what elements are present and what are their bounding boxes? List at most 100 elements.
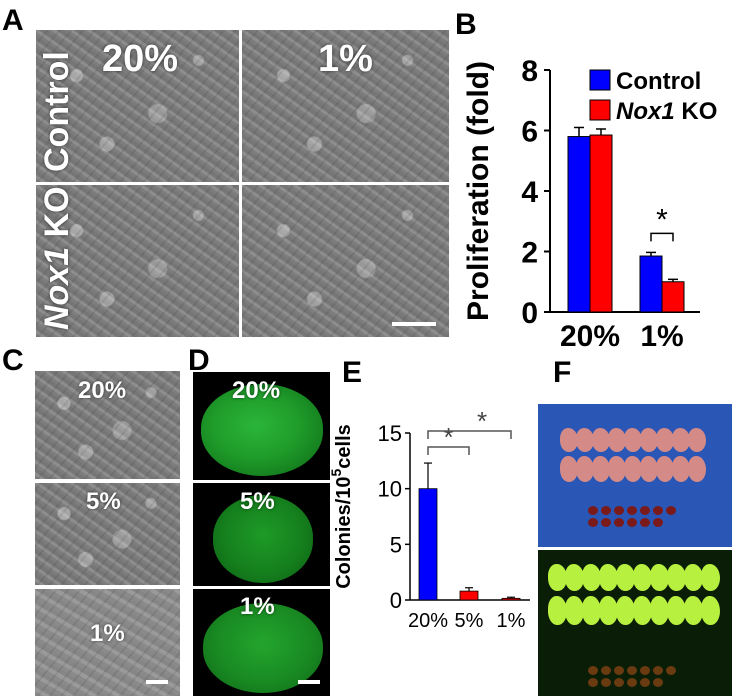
chart-b-xtick-label: 20% [560, 320, 620, 353]
embryo-d-5 [193, 483, 330, 586]
label-a-control: Control [38, 51, 76, 172]
micrograph-control-1 [242, 30, 449, 182]
placenta [601, 678, 611, 687]
placenta [653, 518, 663, 527]
placenta [614, 506, 624, 515]
micrograph-c-20 [35, 371, 180, 479]
chart-b-bar [567, 136, 591, 313]
chart-b-legend-label: Nox1 KO [616, 98, 717, 125]
panel-e-letter: E [342, 356, 363, 389]
pup [656, 456, 674, 482]
label-a-ko: KO [38, 186, 76, 247]
chart-b-sig-bracket [650, 232, 674, 242]
placenta [640, 666, 650, 675]
label-a-nox1ko: Nox1 KO [38, 186, 77, 330]
pup [548, 596, 567, 625]
chart-e-sig-star-2: * [477, 406, 487, 436]
label-a-20: 20% [102, 38, 179, 80]
chart-e-bar [418, 488, 438, 601]
embryo-d-20 [193, 372, 330, 480]
pup [599, 564, 618, 591]
chart-e-sig-star-1: * [443, 422, 453, 452]
micrograph-c-5 [35, 483, 180, 585]
chart-b-ytick-label: 6 [521, 116, 538, 149]
scale-bar-d [298, 680, 320, 684]
label-d-1: 1% [240, 593, 275, 620]
label-c-1: 1% [90, 620, 125, 647]
placenta [588, 518, 598, 527]
pup [633, 596, 652, 625]
embryo-d-20-body [201, 384, 323, 476]
panel-f-letter: F [553, 356, 572, 389]
chart-b-bar [639, 255, 663, 313]
placenta [653, 506, 663, 515]
placenta [588, 678, 598, 687]
pup [640, 456, 658, 482]
pup [688, 428, 706, 452]
pup [616, 596, 635, 625]
pup [684, 564, 703, 591]
scale-bar-c [146, 680, 168, 684]
pup [624, 428, 642, 452]
panel-d-letter: D [188, 344, 210, 377]
chart-e-ytick-label: 10 [378, 477, 402, 502]
pup [582, 564, 601, 591]
label-c-20: 20% [78, 377, 127, 404]
pup [582, 596, 601, 625]
pup [656, 428, 674, 452]
pup [592, 428, 610, 452]
chart-b-ytick-label: 0 [521, 297, 538, 330]
pup [701, 564, 720, 591]
pup [640, 428, 658, 452]
chart-e-ytick-label: 5 [390, 532, 402, 557]
panel-c-letter: C [2, 344, 24, 377]
pup [667, 596, 686, 625]
pup [684, 596, 703, 625]
label-a-nox1-italic: Nox1 [38, 246, 76, 330]
chart-b-legend-swatch [589, 69, 611, 91]
label-d-5: 5% [240, 488, 275, 515]
pup [592, 456, 610, 482]
placenta [627, 666, 637, 675]
pups-photo-brightfield [538, 404, 732, 547]
embryo-d-1-body [203, 603, 323, 693]
pup [560, 428, 578, 452]
placenta [666, 666, 676, 675]
pup [576, 456, 594, 482]
chart-e-ytick-label: 0 [390, 588, 402, 613]
micrograph-ko-20 [36, 185, 239, 337]
chart-b-legend-swatch [589, 99, 611, 121]
pup [560, 456, 578, 482]
placenta [601, 666, 611, 675]
placenta [640, 518, 650, 527]
chart-e-xtick-label: 20% [408, 610, 448, 632]
pup [608, 456, 626, 482]
chart-e: 0 5 10 15 Colonies/105cells 20% 5% 1% * * [328, 406, 530, 632]
chart-b: 0 2 4 6 8 Proliferation (fold) 20% 1% * Control… [462, 55, 717, 353]
placenta [627, 678, 637, 687]
pup [548, 564, 567, 591]
pup [650, 596, 669, 625]
chart-b-ytick-label: 2 [521, 237, 538, 270]
chart-e-sig-bracket-2 [427, 430, 512, 439]
chart-b-bar [661, 281, 685, 313]
chart-b-legend-label: Control [616, 68, 701, 95]
label-c-5: 5% [86, 488, 121, 515]
pup [672, 456, 690, 482]
panel-b-letter: B [455, 8, 477, 41]
embryo-d-5-body [213, 495, 313, 583]
panel-a-letter: A [2, 4, 24, 37]
chart-b-ytick-label: 4 [521, 176, 538, 209]
pup [576, 428, 594, 452]
chart-e-bar [459, 590, 479, 601]
scale-bar-a [392, 322, 436, 326]
chart-e-xtick-label: 5% [455, 610, 484, 632]
pup [624, 456, 642, 482]
pup [608, 428, 626, 452]
placenta [653, 678, 663, 687]
pup [633, 564, 652, 591]
placenta [614, 666, 624, 675]
pup [650, 564, 669, 591]
chart-e-ytick-label: 15 [378, 421, 402, 446]
chart-b-sig-star: * [656, 203, 668, 236]
